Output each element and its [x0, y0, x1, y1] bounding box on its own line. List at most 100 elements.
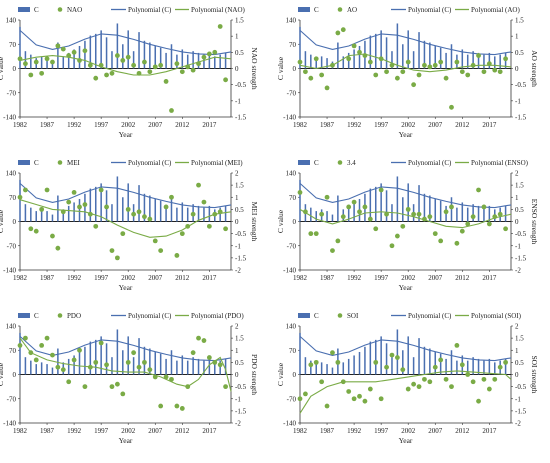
- bar-c-2017: [208, 52, 211, 69]
- legend-swatch-index: [57, 160, 63, 165]
- scatter-point-2004: [416, 72, 422, 78]
- y-tick-label: 0: [13, 65, 17, 73]
- bar-c-2018: [214, 56, 216, 69]
- y2-tick-label: 1: [515, 347, 519, 355]
- y-axis-label: C value: [0, 56, 5, 80]
- scatter-point-2014: [470, 379, 476, 385]
- scatter-point-2008: [438, 59, 444, 65]
- y2-axis-label: SOI strength: [530, 355, 539, 393]
- scatter-point-1991: [346, 56, 352, 62]
- scatter-point-2001: [120, 391, 126, 397]
- bar-c-2000: [396, 329, 399, 375]
- bar-c-2005: [423, 40, 426, 69]
- scatter-point-2001: [400, 367, 406, 373]
- bar-c-1990: [342, 362, 345, 375]
- bar-c-2009: [165, 205, 167, 222]
- scatter-point-2002: [125, 359, 131, 365]
- bar-c-2001: [402, 197, 404, 222]
- scatter-point-1991: [66, 53, 72, 58]
- bar-c-1985: [35, 211, 37, 222]
- scatter-point-2010: [169, 376, 174, 382]
- y-axis-label: C value: [276, 209, 285, 233]
- bar-c-1982: [299, 332, 301, 375]
- scatter-point-1991: [66, 379, 72, 385]
- scatter-point-1986: [319, 379, 325, 385]
- bar-c-1987: [46, 211, 48, 222]
- x-tick-label: 2002: [121, 121, 136, 129]
- bar-c-2016: [483, 54, 485, 69]
- bar-c-2012: [181, 202, 184, 222]
- legend-label-index: MEI: [67, 159, 81, 167]
- y2-axis-label: MEI strength: [250, 202, 259, 242]
- scatter-point-1989: [55, 245, 61, 251]
- scatter-point-1984: [28, 72, 34, 78]
- scatter-point-1990: [340, 27, 346, 33]
- scatter-point-2018: [212, 359, 218, 365]
- y-tick-label: -140: [283, 114, 296, 122]
- y2-tick-label: 0.5: [235, 206, 244, 214]
- bar-c-1985: [315, 58, 317, 69]
- bar-c-2014: [192, 51, 194, 69]
- scatter-point-1987: [324, 85, 330, 91]
- scatter-point-2017: [486, 61, 492, 67]
- y-tick-label: 140: [6, 323, 17, 331]
- y2-tick-label: 2: [235, 170, 239, 178]
- bar-c-1995: [369, 35, 372, 69]
- bar-c-1984: [30, 207, 32, 222]
- y-tick-label: 70: [289, 347, 297, 355]
- bar-c-2001: [122, 350, 124, 375]
- scatter-point-2017: [486, 221, 492, 227]
- y2-tick-label: 0: [515, 371, 519, 379]
- x-tick-label: 1987: [40, 274, 55, 282]
- scatter-point-2010: [449, 104, 454, 110]
- scatter-point-2011: [174, 253, 180, 258]
- bar-c-1983: [24, 204, 27, 222]
- scatter-point-1994: [362, 204, 368, 210]
- bar-c-2000: [116, 23, 119, 69]
- panel-1: -140 -70 0 70 140 -1.5 -1 -0.5 0 0.5 1 1.5 1982 1987 1…: [0, 6, 259, 139]
- scatter-point-2007: [152, 374, 158, 380]
- bar-c-1999: [391, 51, 393, 69]
- x-axis-label: Year: [399, 130, 413, 139]
- bar-c-2016: [483, 207, 485, 222]
- scatter-point-1999: [109, 384, 115, 390]
- trend-line-index: [299, 370, 512, 414]
- bar-c-1992: [73, 202, 75, 222]
- scatter-point-1992: [71, 190, 77, 195]
- bar-c-1987: [46, 364, 48, 375]
- bar-c-2017: [488, 52, 491, 69]
- scatter-point-2008: [158, 403, 164, 409]
- scatter-point-2006: [147, 216, 153, 222]
- bar-c-1991: [347, 205, 350, 222]
- y2-tick-label: -1.5: [235, 114, 247, 122]
- legend-label-trend-c: Polynomial (C): [408, 6, 452, 14]
- x-tick-label: 1992: [67, 274, 82, 282]
- x-tick-label: 1997: [374, 274, 389, 282]
- x-tick-label: 1992: [347, 121, 362, 129]
- scatter-point-1991: [346, 204, 352, 210]
- scatter-point-2009: [443, 209, 449, 215]
- bar-c-1990: [62, 209, 65, 222]
- bar-c-2007: [434, 351, 437, 375]
- x-tick-label: 2012: [455, 121, 470, 129]
- bar-c-1997: [380, 336, 382, 375]
- x-axis-label: Year: [119, 436, 133, 445]
- bar-c-2018: [494, 56, 496, 69]
- scatter-point-2018: [492, 376, 498, 382]
- bar-c-1989: [337, 42, 339, 69]
- trend-line-index: [299, 208, 512, 229]
- legend-label-c: C: [34, 6, 39, 14]
- scatter-point-1985: [33, 228, 39, 234]
- x-axis-label: Year: [399, 283, 413, 292]
- scatter-point-2003: [131, 211, 137, 217]
- y2-tick-label: 0.5: [515, 49, 524, 57]
- bar-c-1986: [40, 362, 43, 375]
- bar-c-1984: [30, 54, 32, 69]
- bar-c-1982: [299, 179, 301, 222]
- bar-c-2015: [197, 52, 200, 69]
- scatter-point-2000: [114, 381, 120, 387]
- bar-c-2019: [219, 360, 221, 375]
- bar-c-2020: [504, 205, 507, 222]
- scatter-point-1994: [82, 202, 88, 207]
- scatter-point-2013: [465, 72, 471, 78]
